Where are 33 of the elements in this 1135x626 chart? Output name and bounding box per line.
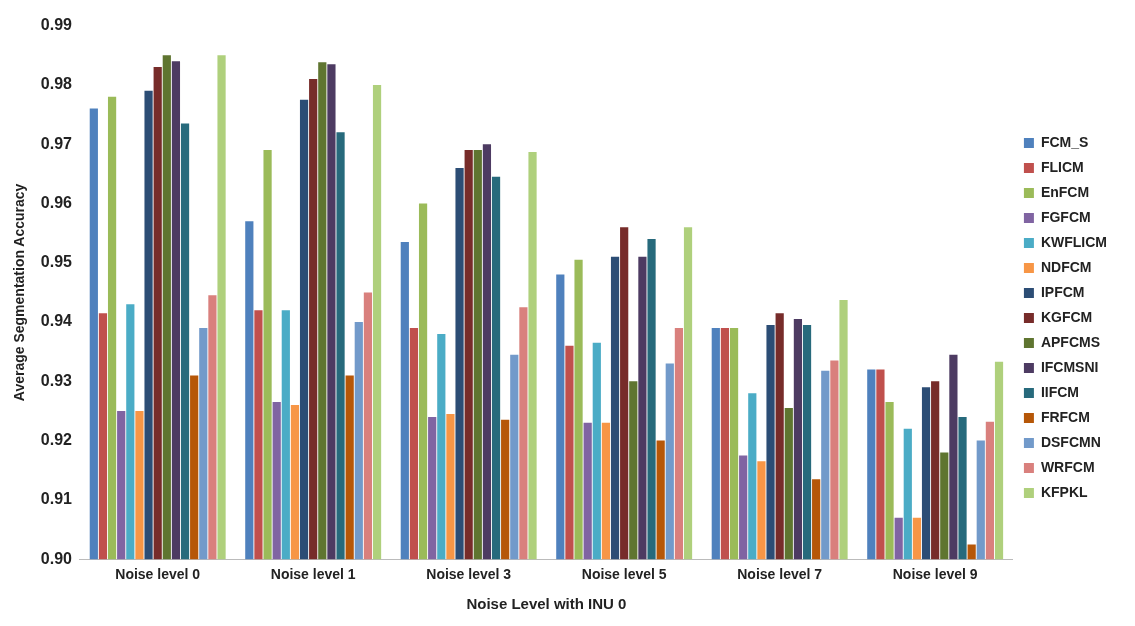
legend-label: FLICM <box>1040 158 1084 175</box>
legend-label: IPFCM <box>1040 283 1085 300</box>
y-tick-label: 0.98 <box>40 75 73 93</box>
legend-label: FGFCM <box>1040 208 1091 225</box>
legend-label: FCM_S <box>1040 133 1089 150</box>
y-tick-label: 0.93 <box>40 371 73 389</box>
legend-label: FRFCM <box>1040 408 1090 425</box>
x-tick-label: Noise level 7 <box>737 566 823 583</box>
x-tick-label: Noise level 0 <box>115 566 201 583</box>
legend-label: KWFLICM <box>1040 233 1107 250</box>
legend-label: KGFCM <box>1040 308 1093 325</box>
legend-label: KFPKL <box>1040 483 1089 500</box>
y-axis-title: Average Segmentation Accuracy <box>11 183 28 402</box>
legend-label: APFCMS <box>1040 333 1101 350</box>
x-tick-label: Noise level 3 <box>426 566 512 583</box>
y-tick-label: 0.90 <box>40 549 73 567</box>
y-tick-label: 0.96 <box>40 193 73 211</box>
x-axis-title: Noise Level with INU 0 <box>466 595 627 613</box>
legend-label: EnFCM <box>1040 183 1090 200</box>
legend-label: WRFCM <box>1040 458 1095 475</box>
y-tick-label: 0.94 <box>40 312 73 330</box>
legend-label: DSFCMN <box>1040 433 1101 450</box>
y-tick-label: 0.92 <box>40 431 73 449</box>
y-tick-label: 0.99 <box>40 16 73 34</box>
y-tick-label: 0.91 <box>40 490 73 508</box>
legend-label: NDFCM <box>1040 258 1092 275</box>
x-tick-label: Noise level 5 <box>581 566 667 583</box>
legend-label: IIFCM <box>1040 383 1080 400</box>
y-tick-label: 0.97 <box>40 134 73 152</box>
y-tick-label: 0.95 <box>40 253 73 271</box>
x-tick-label: Noise level 9 <box>892 566 978 583</box>
legend-label: IFCMSNI <box>1040 358 1099 375</box>
x-tick-label: Noise level 1 <box>270 566 356 583</box>
